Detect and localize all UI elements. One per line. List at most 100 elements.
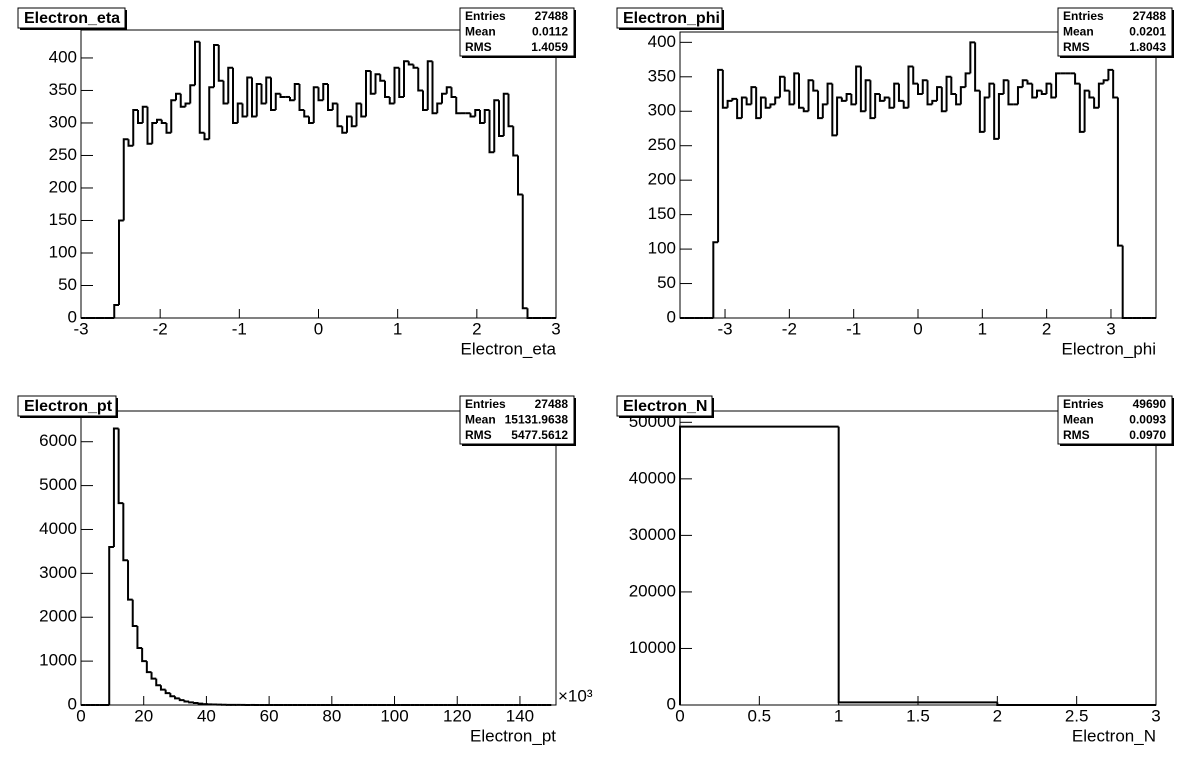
histogram-bin xyxy=(246,76,252,117)
y-tick-label: 350 xyxy=(49,80,77,99)
stats-label: RMS xyxy=(1063,428,1090,442)
histogram-bin xyxy=(826,82,833,105)
histogram-bin xyxy=(169,693,176,698)
stats-value: 0.0112 xyxy=(532,25,568,39)
histogram-bin xyxy=(864,79,871,112)
histogram-bin xyxy=(341,126,347,134)
histogram-bin xyxy=(950,76,957,96)
histogram-bin xyxy=(1078,83,1085,133)
stats-label: Entries xyxy=(1063,9,1104,23)
y-tick-label: 300 xyxy=(648,101,676,120)
x-tick-label: 0.5 xyxy=(748,706,772,725)
histogram-bin xyxy=(907,65,914,108)
stats-box xyxy=(459,395,575,445)
y-tick-label: 30000 xyxy=(629,525,676,544)
chart-title: Electron_phi xyxy=(623,10,720,27)
histogram-bin xyxy=(969,41,976,74)
histogram-bin xyxy=(379,74,385,82)
histogram-bin xyxy=(322,82,328,101)
histogram-bin xyxy=(236,102,243,123)
histogram-bin xyxy=(113,303,119,318)
x-axis-title: Electron_pt xyxy=(470,726,556,745)
histogram-bin xyxy=(155,678,161,687)
histogram-bin xyxy=(150,672,157,680)
histogram-bin xyxy=(393,66,400,104)
histogram-bin xyxy=(1045,82,1052,95)
histogram-bin xyxy=(198,41,205,134)
x-tick-label: 0 xyxy=(675,706,684,725)
histogram-bin xyxy=(764,97,771,109)
histogram-bin xyxy=(474,108,480,117)
histogram-bin xyxy=(878,94,885,102)
histogram-bin xyxy=(859,66,866,113)
histogram-bin xyxy=(750,86,757,105)
histogram-bin xyxy=(174,696,180,700)
stats-box xyxy=(1057,7,1173,57)
x-tick-label: -2 xyxy=(153,319,168,338)
histogram-bin xyxy=(1040,90,1047,96)
histogram-bin xyxy=(469,113,476,118)
x-tick-label: 1 xyxy=(393,319,402,338)
histogram-bin xyxy=(731,97,738,101)
histogram-bin xyxy=(188,701,194,704)
histogram-bin xyxy=(455,96,461,115)
histogram-bin xyxy=(521,194,528,310)
y-tick-label: 1000 xyxy=(39,651,77,670)
histogram-bin xyxy=(274,92,281,110)
stats-label: RMS xyxy=(465,40,492,54)
histogram-bin xyxy=(175,92,181,101)
histogram-bin xyxy=(213,43,219,88)
x-tick-label: 1 xyxy=(978,319,987,338)
stats-value: 1.8043 xyxy=(1129,40,1166,54)
histogram-bin xyxy=(346,115,352,133)
y-tick-label: 400 xyxy=(648,32,676,51)
histogram-bin xyxy=(783,76,790,92)
histogram-bin xyxy=(1074,73,1080,85)
x-tick-label: -3 xyxy=(73,319,88,338)
histogram-bin xyxy=(360,103,366,118)
stats-label: Mean xyxy=(465,413,496,427)
histogram-bin xyxy=(208,86,214,140)
stats-label: Entries xyxy=(465,397,506,411)
stats-label: Entries xyxy=(1063,397,1104,411)
histogram-bin xyxy=(755,87,761,120)
histogram-bin xyxy=(303,109,309,118)
histogram-bin xyxy=(151,121,157,144)
histogram-bin xyxy=(431,61,438,115)
histogram-bin xyxy=(445,86,452,94)
x-tick-label: -1 xyxy=(232,319,247,338)
title-box xyxy=(616,7,723,29)
histogram-bin xyxy=(160,119,167,124)
histogram-bin xyxy=(778,75,785,98)
stats-label: Mean xyxy=(1063,25,1094,39)
y-tick-label: 150 xyxy=(648,204,676,223)
histogram-bin xyxy=(1083,89,1090,132)
stats-value: 5477.5612 xyxy=(511,428,568,442)
histogram-bin xyxy=(902,100,909,109)
histogram-bin xyxy=(1097,82,1104,108)
histogram-bin xyxy=(183,700,190,703)
histogram-bin xyxy=(336,103,343,128)
y-tick-label: 5000 xyxy=(39,475,77,494)
histogram-bin xyxy=(194,40,200,86)
histogram-bin xyxy=(417,67,423,92)
histogram-bin xyxy=(1121,245,1128,319)
histogram-bin xyxy=(137,109,143,124)
histogram-bin xyxy=(232,67,238,124)
y-tick-label: 0 xyxy=(667,694,676,713)
x-tick-label: -2 xyxy=(782,319,797,338)
histogram-bin xyxy=(165,122,172,134)
histogram-bin xyxy=(807,79,814,112)
histogram-bin xyxy=(189,84,195,104)
histogram-bin xyxy=(836,96,842,136)
histogram-bin xyxy=(398,67,404,98)
histogram-bin xyxy=(1116,97,1123,247)
histogram-bin xyxy=(1102,79,1109,84)
histogram-bin xyxy=(141,647,147,663)
histogram-bin xyxy=(912,66,918,85)
histogram-bin xyxy=(712,241,719,318)
histogram-bin xyxy=(1016,86,1023,105)
histogram-bin xyxy=(270,77,276,111)
